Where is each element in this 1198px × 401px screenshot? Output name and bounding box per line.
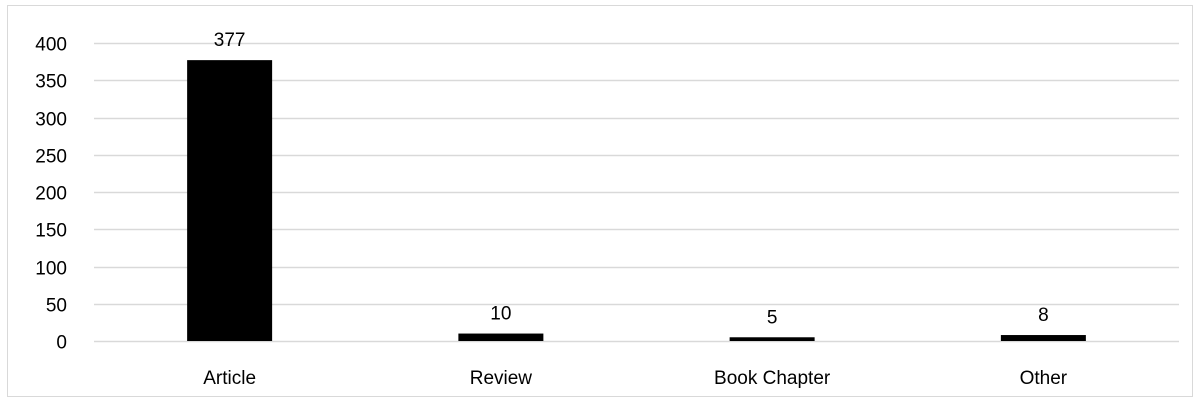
category-label-book-chapter: Book Chapter (714, 368, 831, 389)
data-labels: 377 10 5 8 (214, 30, 1049, 328)
bars (187, 60, 1086, 341)
y-tick-label-100: 100 (35, 259, 67, 280)
category-label-article: Article (203, 368, 256, 389)
bar-article (187, 60, 273, 341)
bar-other (1000, 335, 1086, 341)
y-tick-label-0: 0 (56, 333, 67, 354)
bar-book-chapter (729, 337, 815, 341)
y-tick-label-350: 350 (35, 72, 67, 93)
y-tick-label-200: 200 (35, 184, 67, 205)
y-tick-label-400: 400 (35, 35, 67, 56)
gridlines (94, 42, 1179, 343)
data-label-book-chapter: 5 (767, 307, 778, 328)
data-label-review: 10 (490, 304, 511, 325)
y-axis-tick-labels: 0 50 100 150 200 250 300 350 400 (35, 35, 67, 354)
bar-review (458, 333, 544, 341)
y-tick-label-300: 300 (35, 110, 67, 131)
y-tick-label-150: 150 (35, 221, 67, 242)
y-tick-label-250: 250 (35, 147, 67, 168)
category-label-review: Review (470, 368, 533, 389)
data-label-article: 377 (214, 30, 246, 51)
y-tick-label-50: 50 (46, 296, 67, 317)
x-axis-category-labels: Article Review Book Chapter Other (203, 368, 1068, 389)
data-label-other: 8 (1038, 305, 1049, 326)
category-label-other: Other (1020, 368, 1068, 389)
